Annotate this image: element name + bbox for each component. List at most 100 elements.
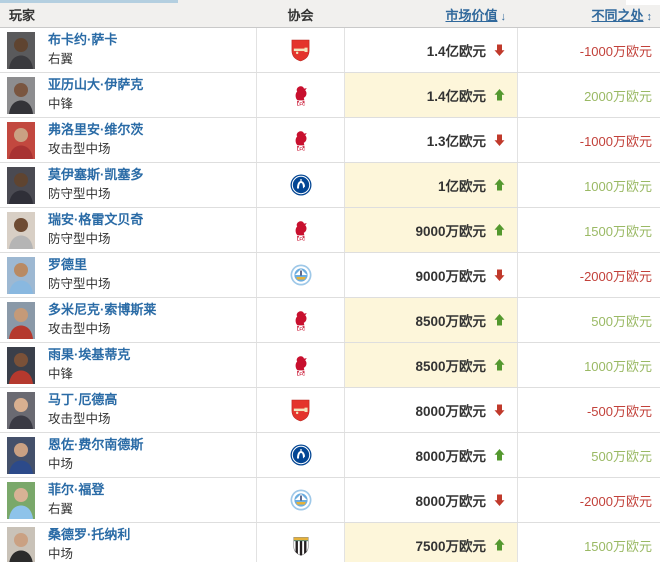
player-name-link[interactable]: 亚历山大·伊萨克 [48, 77, 144, 92]
trend-down-arrow-icon [494, 269, 505, 281]
difference-value: 500万欧元 [591, 448, 652, 464]
club-badge-liverpool-icon[interactable]: LFC [289, 83, 313, 107]
table-header: 玩家 协会 市场价值 ↓ 不同之处 ↕ [0, 0, 660, 28]
player-position: 攻击型中场 [48, 142, 111, 156]
player-cell: 弗洛里安·维尔茨 攻击型中场 [0, 118, 256, 162]
player-info: 罗德里 防守型中场 [48, 258, 111, 292]
difference-cell: 2000万欧元 [518, 73, 660, 117]
club-cell [256, 28, 345, 72]
player-photo[interactable] [7, 526, 35, 562]
market-value-cell: 8500万欧元 [345, 343, 518, 387]
player-position: 攻击型中场 [48, 322, 111, 336]
player-info: 恩佐·费尔南德斯 中场 [48, 438, 143, 472]
player-name-link[interactable]: 恩佐·费尔南德斯 [48, 437, 144, 452]
difference-value: -1000万欧元 [579, 133, 652, 149]
player-position: 中场 [48, 547, 74, 561]
club-cell [256, 523, 345, 562]
club-badge-chelsea-icon[interactable] [289, 173, 313, 197]
club-badge-mancity-icon[interactable] [289, 488, 313, 512]
sort-descending-icon[interactable]: ↓ [500, 11, 507, 23]
player-photo[interactable] [7, 256, 35, 294]
club-badge-liverpool-icon[interactable]: LFC [289, 218, 313, 242]
player-name-link[interactable]: 罗德里 [48, 257, 88, 272]
player-name-link[interactable]: 布卡约·萨卡 [48, 32, 118, 47]
market-value: 1.4亿欧元 [426, 89, 486, 104]
player-photo[interactable] [7, 301, 35, 339]
player-name-link[interactable]: 桑德罗·托纳利 [48, 527, 131, 542]
active-tab-indicator [0, 0, 178, 3]
player-cell: 亚历山大·伊萨克 中锋 [0, 73, 256, 117]
difference-sort-link[interactable]: 不同之处 [591, 8, 644, 23]
difference-value: -500万欧元 [586, 403, 652, 419]
player-cell: 菲尔·福登 右翼 [0, 478, 256, 522]
player-photo[interactable] [7, 166, 35, 204]
difference-value: 1000万欧元 [584, 358, 652, 374]
player-photo[interactable] [7, 481, 35, 519]
player-name-link[interactable]: 菲尔·福登 [48, 482, 105, 497]
club-badge-arsenal-icon[interactable] [289, 398, 313, 422]
market-value: 1亿欧元 [437, 179, 486, 194]
market-value: 8500万欧元 [415, 314, 486, 329]
player-name-link[interactable]: 雨果·埃基蒂克 [48, 347, 131, 362]
sort-both-icon[interactable]: ↕ [646, 11, 653, 23]
player-name-link[interactable]: 弗洛里安·维尔茨 [48, 122, 144, 137]
club-cell: LFC [256, 208, 345, 252]
player-photo[interactable] [7, 121, 35, 159]
player-position: 右翼 [48, 502, 74, 516]
player-name-link[interactable]: 瑞安·格雷文贝奇 [48, 212, 144, 227]
difference-value: -2000万欧元 [579, 493, 652, 509]
table-row: 弗洛里安·维尔茨 攻击型中场 LFC 1.3亿欧元 -1000万欧元 [0, 118, 660, 163]
table-row: 多米尼克·索博斯莱 攻击型中场 LFC 8500万欧元 500万欧元 [0, 298, 660, 343]
club-cell: LFC [256, 343, 345, 387]
club-badge-liverpool-icon[interactable]: LFC [289, 128, 313, 152]
market-value-cell: 8500万欧元 [345, 298, 518, 342]
market-value: 8000万欧元 [415, 449, 486, 464]
player-photo[interactable] [7, 211, 35, 249]
club-badge-mancity-icon[interactable] [289, 263, 313, 287]
table-row: 菲尔·福登 右翼 8000万欧元 -2000万欧元 [0, 478, 660, 523]
header-market-value: 市场价值 ↓ [345, 5, 518, 24]
trend-down-arrow-icon [494, 404, 505, 416]
trend-up-arrow-icon [494, 179, 505, 191]
player-photo[interactable] [7, 76, 35, 114]
difference-cell: 1500万欧元 [518, 523, 660, 562]
player-info: 雨果·埃基蒂克 中锋 [48, 348, 130, 382]
player-cell: 瑞安·格雷文贝奇 防守型中场 [0, 208, 256, 252]
club-badge-chelsea-icon[interactable] [289, 443, 313, 467]
player-info: 瑞安·格雷文贝奇 防守型中场 [48, 213, 143, 247]
player-cell: 多米尼克·索博斯莱 攻击型中场 [0, 298, 256, 342]
difference-cell: -1000万欧元 [518, 118, 660, 162]
player-photo[interactable] [7, 346, 35, 384]
club-badge-arsenal-icon[interactable] [289, 38, 313, 62]
market-value-sort-link[interactable]: 市场价值 [445, 8, 498, 23]
difference-cell: -2000万欧元 [518, 478, 660, 522]
club-badge-newcastle-icon[interactable] [289, 533, 313, 557]
player-name-link[interactable]: 马丁·厄德高 [48, 392, 118, 407]
player-name-link[interactable]: 莫伊塞斯·凯塞多 [48, 167, 144, 182]
table-row: 雨果·埃基蒂克 中锋 LFC 8500万欧元 1000万欧元 [0, 343, 660, 388]
player-info: 多米尼克·索博斯莱 攻击型中场 [48, 303, 156, 337]
club-cell: LFC [256, 298, 345, 342]
player-photo[interactable] [7, 31, 35, 69]
trend-up-arrow-icon [494, 359, 505, 371]
club-badge-liverpool-icon[interactable]: LFC [289, 353, 313, 377]
corner-notch [626, 0, 660, 5]
table-row: 桑德罗·托纳利 中场 7500万欧元 1500万欧元 [0, 523, 660, 562]
player-photo[interactable] [7, 436, 35, 474]
player-photo[interactable] [7, 391, 35, 429]
market-value: 7500万欧元 [415, 539, 486, 554]
player-cell: 莫伊塞斯·凯塞多 防守型中场 [0, 163, 256, 207]
market-value-cell: 1亿欧元 [345, 163, 518, 207]
player-info: 布卡约·萨卡 右翼 [48, 33, 117, 67]
player-name-link[interactable]: 多米尼克·索博斯莱 [48, 302, 157, 317]
difference-cell: 1000万欧元 [518, 163, 660, 207]
player-position: 右翼 [48, 52, 74, 66]
difference-value: 2000万欧元 [584, 88, 652, 104]
club-badge-liverpool-icon[interactable]: LFC [289, 308, 313, 332]
svg-text:LFC: LFC [296, 326, 305, 330]
difference-value: 1000万欧元 [584, 178, 652, 194]
player-position: 防守型中场 [48, 277, 111, 291]
player-cell: 罗德里 防守型中场 [0, 253, 256, 297]
market-value-cell: 7500万欧元 [345, 523, 518, 562]
player-position: 中场 [48, 457, 74, 471]
